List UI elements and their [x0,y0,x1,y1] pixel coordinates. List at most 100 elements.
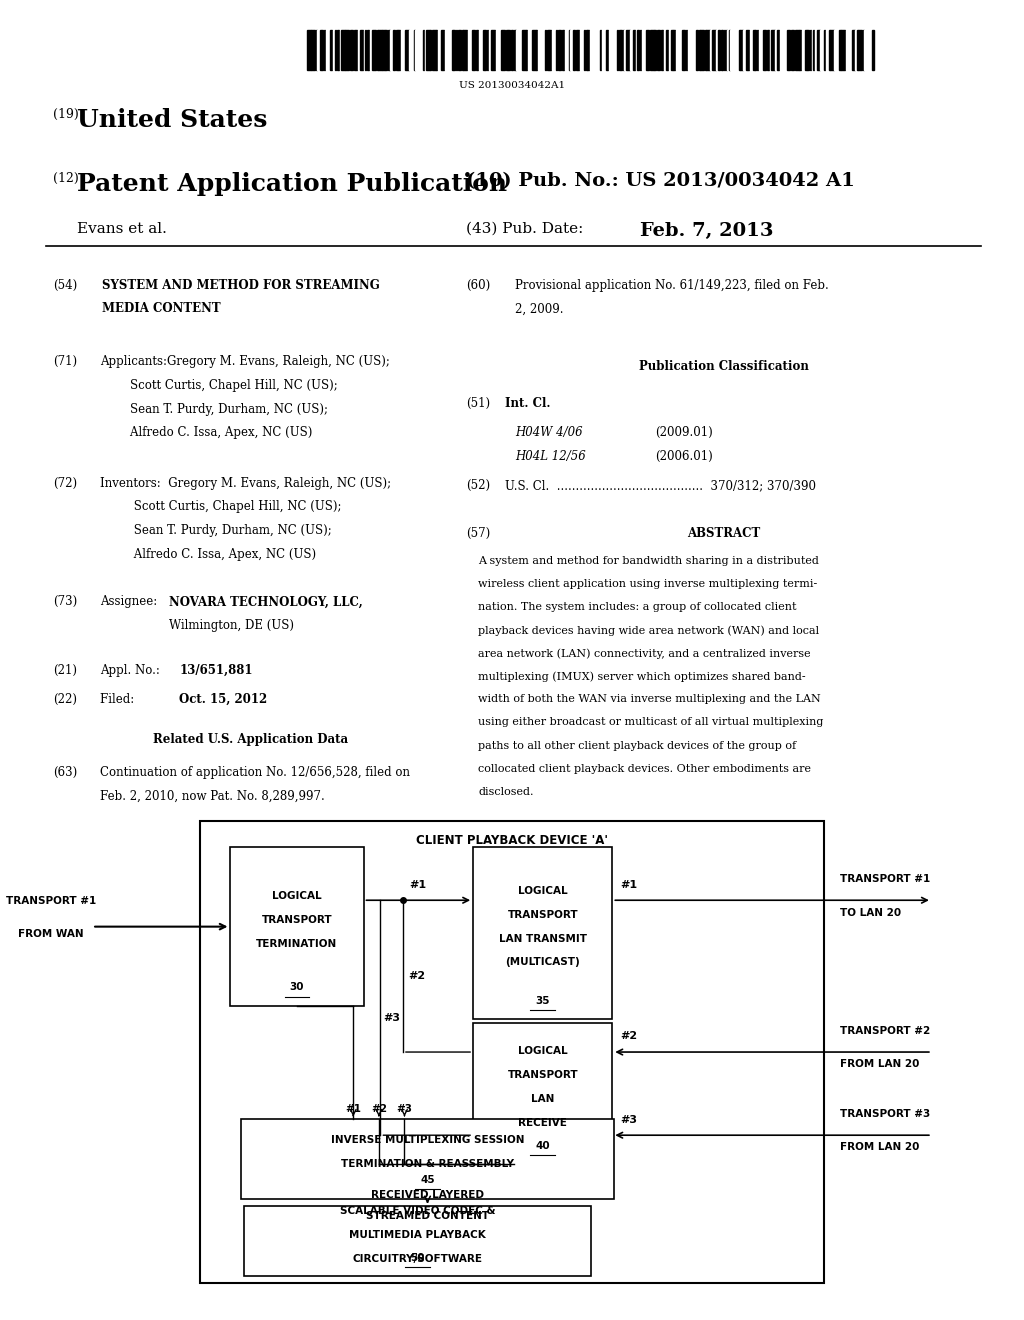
Bar [674,30,676,70]
Bar [850,30,852,70]
Bar [335,30,336,70]
Text: 45: 45 [420,1175,435,1185]
Text: (43) Pub. Date:: (43) Pub. Date: [466,222,584,236]
Bar [756,30,757,70]
Text: LOGICAL: LOGICAL [518,1047,567,1056]
Bar [826,30,828,70]
Text: (2006.01): (2006.01) [655,450,713,463]
Bar [345,30,349,70]
Bar [511,30,513,70]
Bar [573,30,575,70]
Bar [734,30,738,70]
Bar [417,30,418,70]
Bar [341,30,345,70]
Bar [358,30,359,70]
Text: Scott Curtis, Chapel Hill, NC (US);: Scott Curtis, Chapel Hill, NC (US); [100,500,342,513]
Bar [468,30,471,70]
Text: Oct. 15, 2012: Oct. 15, 2012 [179,693,267,706]
Bar [508,30,510,70]
Bar [807,30,809,70]
Bar [580,30,584,70]
Text: A system and method for bandwidth sharing in a distributed: A system and method for bandwidth sharin… [478,556,819,566]
Bar [805,30,807,70]
Bar [717,30,718,70]
Bar [817,30,819,70]
Text: (MULTICAST): (MULTICAST) [506,957,580,968]
Bar [842,30,845,70]
Text: TRANSPORT: TRANSPORT [262,915,332,925]
Bar [311,30,315,70]
Bar [700,30,705,70]
Bar [454,30,456,70]
Bar [367,30,369,70]
Bar [447,30,451,70]
Bar [382,30,384,70]
Bar [753,30,755,70]
Text: 35: 35 [536,995,550,1006]
Bar [777,30,779,70]
Bar [743,30,745,70]
Text: using either broadcast or multicast of all virtual multiplexing: using either broadcast or multicast of a… [478,718,823,727]
Bar [473,1023,612,1164]
Bar [349,30,353,70]
Text: ABSTRACT: ABSTRACT [687,527,760,540]
Bar [813,30,814,70]
Bar [642,30,645,70]
Bar [718,30,720,70]
Bar [317,30,319,70]
Text: Assignee:: Assignee: [100,595,165,609]
Bar [750,30,752,70]
Bar [853,30,855,70]
Bar [784,30,786,70]
Bar [452,30,453,70]
Bar [828,30,829,70]
Text: Feb. 2, 2010, now Pat. No. 8,289,997.: Feb. 2, 2010, now Pat. No. 8,289,997. [100,789,325,803]
Text: Publication Classification: Publication Classification [639,360,808,374]
Bar [444,30,446,70]
Bar [871,30,873,70]
Bar [846,30,847,70]
Text: Inventors:  Gregory M. Evans, Raleigh, NC (US);: Inventors: Gregory M. Evans, Raleigh, NC… [100,477,391,490]
Bar [626,30,630,70]
Bar [359,30,364,70]
Bar [656,30,660,70]
Bar [440,30,444,70]
Bar [545,30,546,70]
Bar [617,30,618,70]
Bar [319,30,324,70]
Bar [500,30,501,70]
Text: TERMINATION: TERMINATION [256,939,338,949]
Bar [830,30,834,70]
Text: Wilmington, DE (US): Wilmington, DE (US) [169,619,294,632]
Bar [401,30,404,70]
Bar [612,30,616,70]
Text: Applicants:Gregory M. Evans, Raleigh, NC (US);: Applicants:Gregory M. Evans, Raleigh, NC… [100,355,390,368]
Bar [419,30,422,70]
Bar [506,30,508,70]
Bar [686,30,687,70]
Bar [729,30,730,70]
Bar [558,30,561,70]
Bar [385,30,387,70]
Bar [594,30,595,70]
Text: #3: #3 [621,1114,638,1125]
Bar [526,30,527,70]
Bar [780,30,783,70]
Bar [492,30,495,70]
Bar [556,30,557,70]
Bar [791,30,795,70]
Bar [482,30,486,70]
Bar [575,30,580,70]
Text: Provisional application No. 61/149,223, filed on Feb.: Provisional application No. 61/149,223, … [515,279,828,292]
Text: US 20130034042A1: US 20130034042A1 [459,81,565,90]
Bar [463,30,467,70]
Bar [692,30,695,70]
Text: Evans et al.: Evans et al. [77,222,167,236]
Bar [712,30,716,70]
Bar [547,30,549,70]
Bar [631,30,633,70]
Text: #2: #2 [408,972,425,981]
Text: TRANSPORT: TRANSPORT [508,1071,578,1080]
Bar [393,30,395,70]
Bar [584,30,585,70]
